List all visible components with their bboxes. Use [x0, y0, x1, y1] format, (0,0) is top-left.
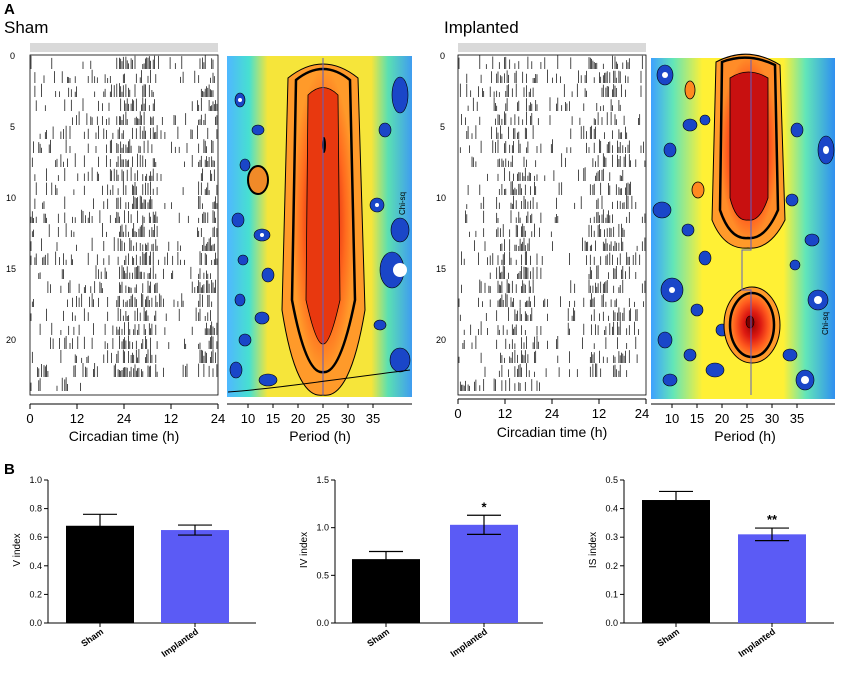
xtick: 35: [366, 411, 380, 426]
bar-chart-iv-index: IV index 0.0 0.5 1.0 1.5 Sham Implanted *: [299, 475, 543, 659]
bar-sham: [352, 559, 420, 623]
ytick: 10: [436, 193, 446, 203]
ytick: 10: [6, 193, 16, 203]
ytick: 20: [6, 335, 16, 345]
periodogram-xlabel: Period (h): [714, 428, 775, 444]
significance-marker: *: [481, 499, 487, 514]
implanted-title: Implanted: [444, 18, 519, 37]
actogram-yticks: 0 5 10 15 20: [6, 51, 16, 345]
xtick: 15: [690, 411, 704, 426]
sham-title: Sham: [4, 18, 48, 37]
bar-sham: [66, 525, 134, 623]
light-bar: [30, 43, 218, 52]
sham-periodogram: Chi-sq 10 15 20 25 30 35 Period (h): [227, 56, 412, 444]
y-tick-label: 0.3: [605, 532, 618, 542]
periodogram-side-text: Chi-sq: [821, 312, 830, 335]
light-bar: [458, 43, 646, 52]
actogram-yticks: 0 5 10 15 20: [436, 51, 446, 345]
implanted-group: Implanted 0 5 10 15 20 0 12 24 12 24: [436, 18, 835, 444]
xtick: 0: [26, 411, 33, 426]
y-tick-label: 1.0: [29, 475, 42, 485]
actogram-activity: [30, 55, 218, 391]
periodogram-peak-core: [729, 71, 769, 221]
ytick: 0: [440, 51, 445, 61]
activity-bars: [30, 55, 218, 391]
ytick: 5: [10, 122, 15, 132]
actogram-xlabel: Circadian time (h): [497, 424, 607, 440]
panel-b-label: B: [4, 461, 15, 478]
panel-a-label: A: [4, 1, 15, 18]
xtick: 35: [790, 411, 804, 426]
implanted-periodogram: Chi-sq 10 15 20 25 30 35 Period (h): [651, 53, 835, 444]
y-tick-label: 0.6: [29, 532, 42, 542]
y-tick-label: 0.0: [316, 618, 329, 628]
xtick: 15: [266, 411, 280, 426]
bar-sham: [642, 500, 710, 623]
y-tick-label: 1.0: [316, 523, 329, 533]
y-axis-label: IS index: [588, 532, 599, 568]
periodogram-orange-spot: [247, 165, 269, 195]
activity-bars: [458, 55, 646, 391]
implanted-actogram: 0 5 10 15 20 0 12 24 12 24 Circadian tim…: [436, 43, 649, 440]
xtick: 30: [765, 411, 779, 426]
y-tick-label: 0.4: [605, 504, 618, 514]
xtick: 12: [164, 411, 178, 426]
ytick: 15: [6, 264, 16, 274]
xtick: 30: [341, 411, 355, 426]
y-tick-label: 0.0: [29, 618, 42, 628]
actogram-frame: [29, 54, 219, 396]
xtick: 24: [545, 406, 559, 421]
y-tick-label: 0.1: [605, 589, 618, 599]
y-tick-label: 0.2: [29, 589, 42, 599]
y-tick-label: 0.4: [29, 561, 42, 571]
bar-implanted: [450, 524, 518, 623]
periodogram-xlabel: Period (h): [289, 428, 350, 444]
xtick: 10: [665, 411, 679, 426]
xtick: 0: [454, 406, 461, 421]
x-tick-label: Sham: [365, 626, 391, 648]
xtick: 10: [241, 411, 255, 426]
xtick: 12: [592, 406, 606, 421]
ytick: 0: [10, 51, 15, 61]
bar-chart-v-index: V index 0.0 0.2 0.4 0.6 0.8 1.0 Sham Implanted: [12, 475, 256, 659]
xtick: 20: [715, 411, 729, 426]
periodogram-blue-spots: [229, 76, 411, 387]
actogram-activity: [458, 55, 646, 391]
xtick: 12: [70, 411, 84, 426]
x-tick-label: Implanted: [449, 626, 490, 659]
actogram-frame: [457, 54, 647, 396]
y-tick-label: 0.5: [316, 570, 329, 580]
periodogram-period-line: [741, 60, 752, 395]
y-tick-label: 1.5: [316, 475, 329, 485]
xtick: 24: [211, 411, 225, 426]
bar-chart-is-index: IS index 0.0 0.1 0.2 0.3 0.4 0.5 Sham Implanted…: [588, 475, 834, 659]
xtick: 25: [316, 411, 330, 426]
xtick: 12: [498, 406, 512, 421]
x-tick-label: Sham: [655, 626, 681, 648]
y-tick-label: 0.5: [605, 475, 618, 485]
xtick: 24: [117, 411, 131, 426]
sham-actogram: 0 5 10 15 20 0 12 24 12 24 Circadian tim…: [6, 43, 225, 444]
y-tick-label: 0.0: [605, 618, 618, 628]
x-tick-label: Implanted: [160, 626, 201, 659]
x-tick-label: Sham: [79, 626, 105, 648]
periodogram-side-text: Chi-sq: [398, 192, 407, 215]
y-tick-label: 0.2: [605, 561, 618, 571]
xtick: 25: [740, 411, 754, 426]
bar-implanted: [738, 534, 806, 623]
x-tick-label: Implanted: [737, 626, 778, 659]
ytick: 15: [436, 264, 446, 274]
ytick: 5: [440, 122, 445, 132]
ytick: 20: [436, 335, 446, 345]
actogram-xlabel: Circadian time (h): [69, 428, 179, 444]
y-axis-label: V index: [12, 533, 23, 566]
bar-implanted: [161, 530, 229, 623]
xtick: 20: [291, 411, 305, 426]
sham-group: Sham 0 5 10 15 20 0 12 24 12 24: [4, 18, 412, 444]
significance-marker: **: [767, 512, 778, 527]
xtick: 24: [635, 406, 649, 421]
y-axis-label: IV index: [299, 532, 310, 568]
y-tick-label: 0.8: [29, 504, 42, 514]
